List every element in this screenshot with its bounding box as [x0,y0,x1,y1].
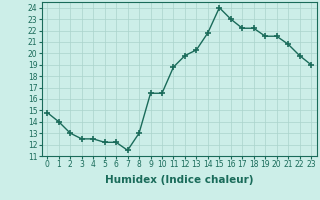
X-axis label: Humidex (Indice chaleur): Humidex (Indice chaleur) [105,175,253,185]
